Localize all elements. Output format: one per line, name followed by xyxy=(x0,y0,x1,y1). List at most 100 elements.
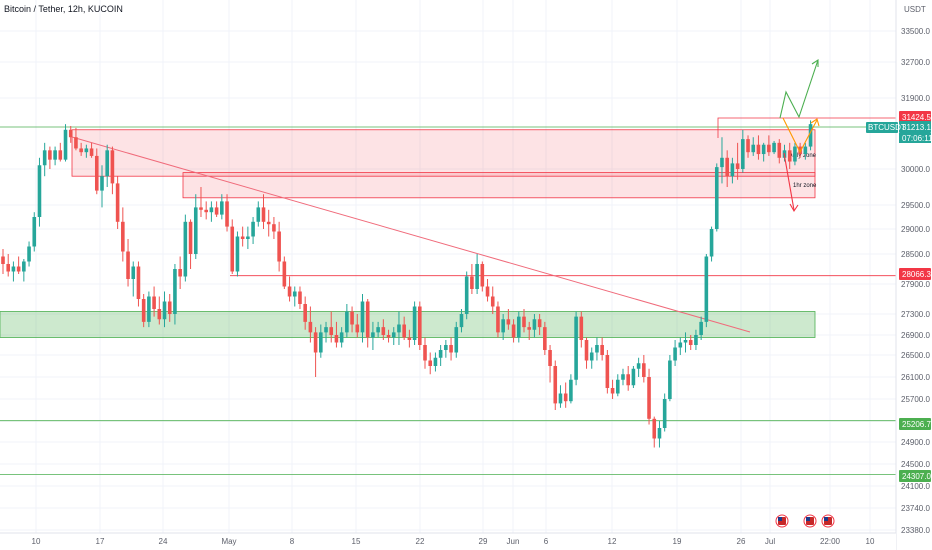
price-badge[interactable] xyxy=(899,470,931,482)
currency-label[interactable]: USDT xyxy=(904,5,926,14)
candle-body xyxy=(464,276,469,314)
candle-body xyxy=(84,148,89,153)
candle-body xyxy=(303,304,307,322)
candle xyxy=(647,368,651,425)
candle-body xyxy=(574,316,578,380)
candle xyxy=(261,194,266,229)
resistance-line[interactable] xyxy=(717,117,896,138)
candle xyxy=(214,201,219,217)
alternate-projection-path[interactable] xyxy=(782,117,818,154)
candle xyxy=(79,142,83,156)
candle xyxy=(772,140,776,155)
candle-body xyxy=(350,311,354,325)
candle-body xyxy=(496,306,500,333)
candle-body xyxy=(808,124,813,147)
candle-body xyxy=(121,221,125,252)
candle xyxy=(558,385,563,408)
candle-body xyxy=(615,379,620,394)
candle-body xyxy=(240,236,245,239)
candle-body xyxy=(27,246,31,262)
support-zone[interactable] xyxy=(0,311,816,338)
price-tick-label: 27900.0 xyxy=(901,280,930,289)
price-tick-label: 25700.0 xyxy=(901,395,930,404)
candle-body xyxy=(79,148,83,153)
candle-body xyxy=(433,357,438,366)
bullish-arrowhead xyxy=(811,58,819,67)
event-flag-icon[interactable] xyxy=(775,514,789,528)
time-tick-label: 8 xyxy=(290,537,295,546)
price-badge[interactable] xyxy=(899,111,931,123)
time-axis-panel[interactable] xyxy=(0,533,896,550)
candle-body xyxy=(209,207,214,213)
zones: Daily zone 1hr zone xyxy=(0,129,817,338)
time-tick-label: 24 xyxy=(159,537,168,546)
candle-body xyxy=(756,144,761,155)
candle xyxy=(266,209,271,237)
candle xyxy=(68,126,73,143)
candle-body xyxy=(418,306,422,345)
candle-body xyxy=(193,207,198,254)
candle xyxy=(704,254,709,328)
price-badge-text: 28066.3 xyxy=(902,270,931,279)
candle xyxy=(798,142,802,158)
candle xyxy=(563,382,568,408)
candle xyxy=(376,321,380,338)
candle xyxy=(381,319,386,340)
candle xyxy=(126,239,130,287)
candle-body xyxy=(777,142,782,158)
candle-body xyxy=(485,286,490,297)
event-flag-icon[interactable] xyxy=(821,514,835,528)
event-flag-icon[interactable] xyxy=(803,514,817,528)
candle-body xyxy=(631,368,636,386)
candle-body xyxy=(272,224,276,232)
candle-body xyxy=(725,157,729,177)
candle xyxy=(183,214,188,282)
resistance-zone[interactable] xyxy=(182,172,816,199)
candle xyxy=(256,201,261,227)
candle xyxy=(553,360,558,410)
price-tick-label: 33500.0 xyxy=(901,27,930,36)
candle-body xyxy=(475,264,479,289)
bearish-projection-path[interactable] xyxy=(783,152,795,211)
candle-body xyxy=(230,226,235,272)
price-badge[interactable] xyxy=(899,121,931,133)
price-badge[interactable] xyxy=(899,268,931,280)
event-flags xyxy=(775,514,835,528)
candle-body xyxy=(709,229,714,257)
candle-body xyxy=(371,332,375,338)
candle xyxy=(532,314,537,338)
candle xyxy=(808,120,813,151)
candle xyxy=(360,294,365,343)
candle xyxy=(63,124,68,162)
candle xyxy=(449,337,453,361)
candle xyxy=(600,337,604,361)
symbol-badge[interactable] xyxy=(866,122,898,133)
candle-body xyxy=(261,207,266,222)
candle-body xyxy=(136,266,141,299)
candle-body xyxy=(126,251,130,279)
candle-body xyxy=(178,269,182,277)
candle xyxy=(282,256,287,289)
candle-body xyxy=(313,332,318,353)
candle-body xyxy=(553,366,558,404)
candle-body xyxy=(444,345,448,350)
candle-body xyxy=(225,201,229,227)
candle-body xyxy=(282,261,287,287)
candle xyxy=(652,416,657,448)
resistance-zone[interactable] xyxy=(71,129,816,177)
trendline[interactable] xyxy=(71,136,751,333)
candle xyxy=(365,299,370,348)
candle-body xyxy=(532,319,537,330)
candle-body xyxy=(470,276,474,289)
candle-body xyxy=(308,321,313,333)
candle xyxy=(48,146,52,169)
price-badge[interactable] xyxy=(899,418,931,430)
candle-body xyxy=(584,340,589,361)
bullish-projection-path[interactable] xyxy=(779,59,819,119)
candle xyxy=(444,340,448,358)
candle-body xyxy=(147,296,151,322)
candle xyxy=(668,355,672,402)
candle-body xyxy=(558,393,563,404)
candle-body xyxy=(735,163,740,169)
candle-body xyxy=(741,139,745,169)
